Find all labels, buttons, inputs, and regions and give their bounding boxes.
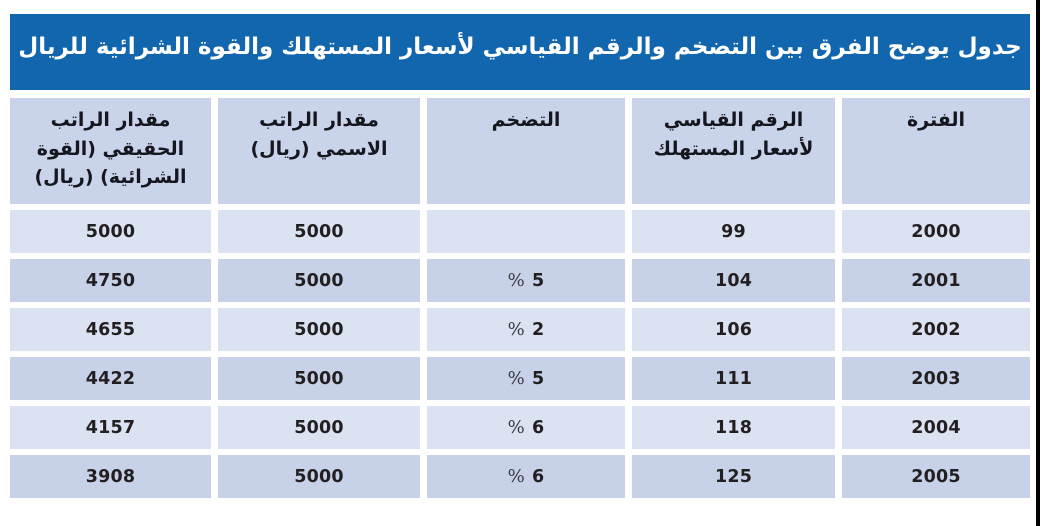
page-edge-line xyxy=(1036,0,1040,526)
cell-inflation: % 6 xyxy=(427,406,625,449)
inflation-value-wrap: % 5 xyxy=(508,368,545,389)
cell-cpi: 111 xyxy=(632,357,835,400)
inflation-value: 2 xyxy=(531,319,545,340)
cell-real-salary: 4655 xyxy=(10,308,211,351)
cell-period: 2002 xyxy=(842,308,1030,351)
header-real-salary: مقدار الراتب الحقيقي (القوة الشرائية) (ر… xyxy=(10,98,211,204)
cell-cpi: 104 xyxy=(632,259,835,302)
cell-nominal-salary: 5000 xyxy=(218,308,420,351)
header-period: الفترة xyxy=(842,98,1030,204)
cell-inflation: % 5 xyxy=(427,259,625,302)
inflation-value: 6 xyxy=(531,466,545,487)
cell-inflation: % 5 xyxy=(427,357,625,400)
cell-real-salary: 4422 xyxy=(10,357,211,400)
cell-period: 2005 xyxy=(842,455,1030,498)
cell-inflation xyxy=(427,210,625,253)
inflation-value: 6 xyxy=(531,417,545,438)
cell-nominal-salary: 5000 xyxy=(218,455,420,498)
percent-sign: % xyxy=(507,319,525,340)
cell-period: 2003 xyxy=(842,357,1030,400)
header-cpi: الرقم القياسي لأسعار المستهلك xyxy=(632,98,835,204)
inflation-value: 5 xyxy=(531,368,545,389)
cell-period: 2001 xyxy=(842,259,1030,302)
header-inflation: التضخم xyxy=(427,98,625,204)
header-nominal-salary: مقدار الراتب الاسمي (ريال) xyxy=(218,98,420,204)
cell-cpi: 125 xyxy=(632,455,835,498)
table-title-banner: جدول يوضح الفرق بين التضخم والرقم القياس… xyxy=(10,14,1030,90)
inflation-value: 5 xyxy=(531,270,545,291)
inflation-value-wrap: % 6 xyxy=(508,466,545,487)
percent-sign: % xyxy=(507,368,525,389)
cell-period: 2004 xyxy=(842,406,1030,449)
cell-real-salary: 4157 xyxy=(10,406,211,449)
percent-sign: % xyxy=(507,466,525,487)
data-table: الفترة الرقم القياسي لأسعار المستهلك الت… xyxy=(10,98,1030,498)
cell-real-salary: 4750 xyxy=(10,259,211,302)
cell-nominal-salary: 5000 xyxy=(218,357,420,400)
cell-real-salary: 5000 xyxy=(10,210,211,253)
cell-cpi: 118 xyxy=(632,406,835,449)
inflation-value-wrap: % 6 xyxy=(508,417,545,438)
cell-cpi: 99 xyxy=(632,210,835,253)
cell-inflation: % 6 xyxy=(427,455,625,498)
table-title: جدول يوضح الفرق بين التضخم والرقم القياس… xyxy=(18,34,1022,60)
percent-sign: % xyxy=(507,417,525,438)
inflation-value-wrap: % 2 xyxy=(508,319,545,340)
percent-sign: % xyxy=(507,270,525,291)
cell-real-salary: 3908 xyxy=(10,455,211,498)
cell-nominal-salary: 5000 xyxy=(218,259,420,302)
cell-nominal-salary: 5000 xyxy=(218,210,420,253)
cell-inflation: % 2 xyxy=(427,308,625,351)
cell-period: 2000 xyxy=(842,210,1030,253)
cell-cpi: 106 xyxy=(632,308,835,351)
cell-nominal-salary: 5000 xyxy=(218,406,420,449)
inflation-value-wrap: % 5 xyxy=(508,270,545,291)
